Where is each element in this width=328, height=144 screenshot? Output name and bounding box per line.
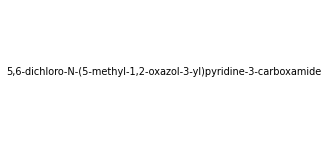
- Text: 5,6-dichloro-N-(5-methyl-1,2-oxazol-3-yl)pyridine-3-carboxamide: 5,6-dichloro-N-(5-methyl-1,2-oxazol-3-yl…: [6, 67, 322, 77]
